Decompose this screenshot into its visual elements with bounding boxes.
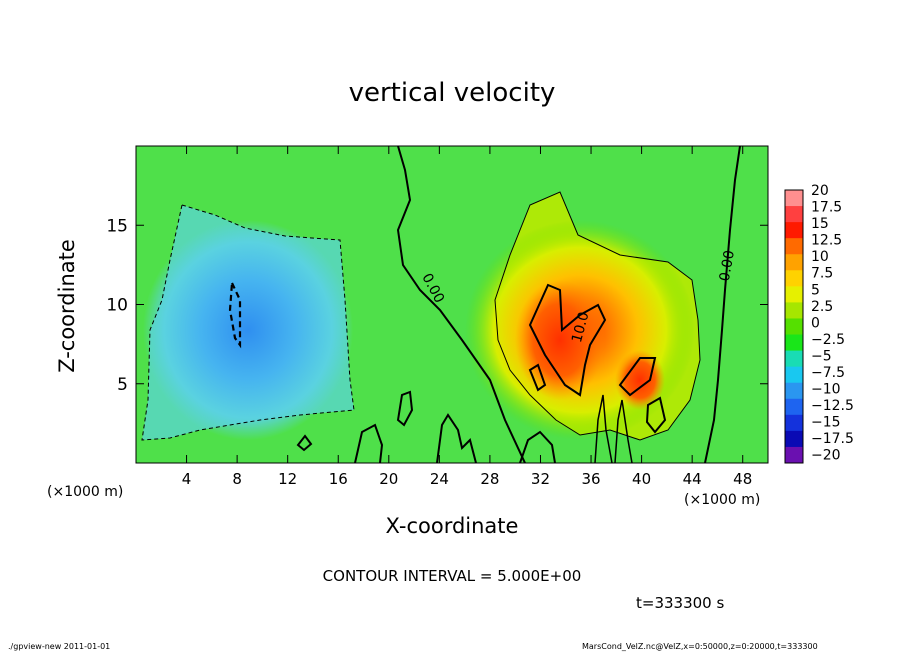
contour-zero-left [141,204,355,441]
contour-label: 0.00 [717,249,738,282]
contour-layer [141,146,741,463]
y-tick-label: 15 [106,216,128,236]
colorbar-label: −17.5 [811,431,854,447]
footer-right-label: MarsCond_VelZ.nc@VelZ,x=0:50000,z=0:2000… [582,642,818,651]
contour-zero-right [704,146,741,463]
contour-zero-mid [396,146,526,463]
colorbar-label: −2.5 [811,332,845,348]
contour-small-5 [594,394,613,463]
colorbar-label: −7.5 [811,365,845,381]
contour-small-6 [614,399,633,463]
colorbar-swatch [785,334,803,352]
x-tick-label: 36 [581,470,600,488]
x-tick-label: 48 [733,470,752,488]
colorbar: 2017.51512.5107.552.50−2.5−5−7.5−10−12.5… [784,183,854,464]
contour-neg5 [228,278,242,349]
x-axis: 4 8 12 16 20 24 28 32 36 40 44 48 [182,146,752,488]
x-tick-label: 44 [683,470,702,488]
footer-left-label: ./gpview-new 2011-01-01 [8,642,111,651]
colorbar-swatch [785,398,803,416]
colorbar-swatch [785,350,803,368]
downdraft-core [143,220,353,440]
x-tick-label: 24 [430,470,449,488]
colorbar-swatch [785,190,803,207]
colorbar-label: 7.5 [811,266,833,282]
contour-ten-main [528,283,607,397]
colorbar-swatch [785,366,803,384]
x-axis-label: X-coordinate [385,514,519,538]
contour-small-1 [396,390,414,427]
contour-small-4 [296,434,313,452]
time-label: t=333300 s [636,594,725,612]
field-layer [142,192,700,440]
x-tick-label: 28 [480,470,499,488]
y-tick-label: 10 [106,296,128,316]
x-tick-label: 32 [531,470,550,488]
colorbar-swatch [785,222,803,239]
colorbar-swatch [785,446,803,464]
x-axis-unit: (×1000 m) [684,492,761,508]
colorbar-swatch [785,270,803,287]
x-tick-label: 4 [182,470,192,488]
contour-small-7 [519,430,556,463]
colorbar-swatch [785,382,803,400]
contour-label: 10.0 [569,310,593,344]
colorbar-swatch [785,302,803,319]
colorbar-label: 10 [811,249,829,265]
colorbar-label: −15 [811,415,841,431]
y-axis-unit: (×1000 m) [47,484,124,500]
y-axis-label: Z-coordinate [55,239,79,373]
chart-title: vertical velocity [348,78,556,108]
contour-small-3 [436,413,477,463]
contour-small-2 [354,423,384,463]
x-tick-label: 20 [379,470,398,488]
colorbar-swatch [785,414,803,432]
contour-ten-c [645,396,667,434]
colorbar-swatch [785,206,803,223]
colorbar-swatch [785,430,803,448]
colorbar-label: −10 [811,382,841,398]
colorbar-label: 2.5 [811,299,833,315]
colorbar-label: 5 [811,282,820,298]
colorbar-label: 12.5 [811,233,842,249]
colorbar-label: −5 [811,348,832,364]
contour-five [494,191,701,441]
colorbar-label: 0 [811,315,820,331]
colorbar-swatch [785,318,803,336]
x-tick-label: 40 [632,470,651,488]
colorbar-label: −20 [811,448,841,464]
colorbar-swatch [785,286,803,303]
colorbar-label: 15 [811,216,829,232]
colorbar-label: −12.5 [811,398,854,414]
x-tick-label: 12 [278,470,297,488]
colorbar-frame [784,189,804,464]
x-tick-label: 8 [232,470,242,488]
colorbar-label: 17.5 [811,200,842,216]
contour-interval-label: CONTOUR INTERVAL = 5.000E+00 [322,567,582,585]
x-tick-label: 16 [329,470,348,488]
contour-ten-b [618,357,657,397]
y-tick-label: 5 [117,375,128,395]
colorbar-swatch [785,254,803,271]
colorbar-swatch [785,238,803,255]
y-axis: 5 10 15 [106,216,768,395]
colorbar-label: 20 [811,183,829,199]
contour-ten-d [528,363,547,392]
